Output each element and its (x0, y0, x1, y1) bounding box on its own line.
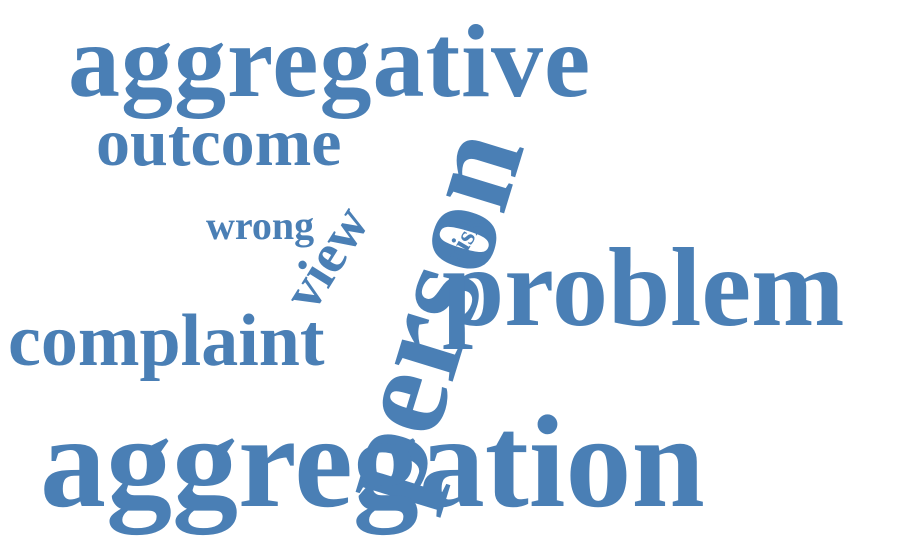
word-aggregative: aggregative (68, 4, 592, 119)
word-problem: problem (442, 226, 845, 350)
word-aggregation: aggregation (40, 388, 705, 535)
word-complaint: complaint (8, 300, 325, 382)
word-wrong: wrong (206, 203, 315, 248)
word-outcome: outcome (96, 104, 342, 180)
